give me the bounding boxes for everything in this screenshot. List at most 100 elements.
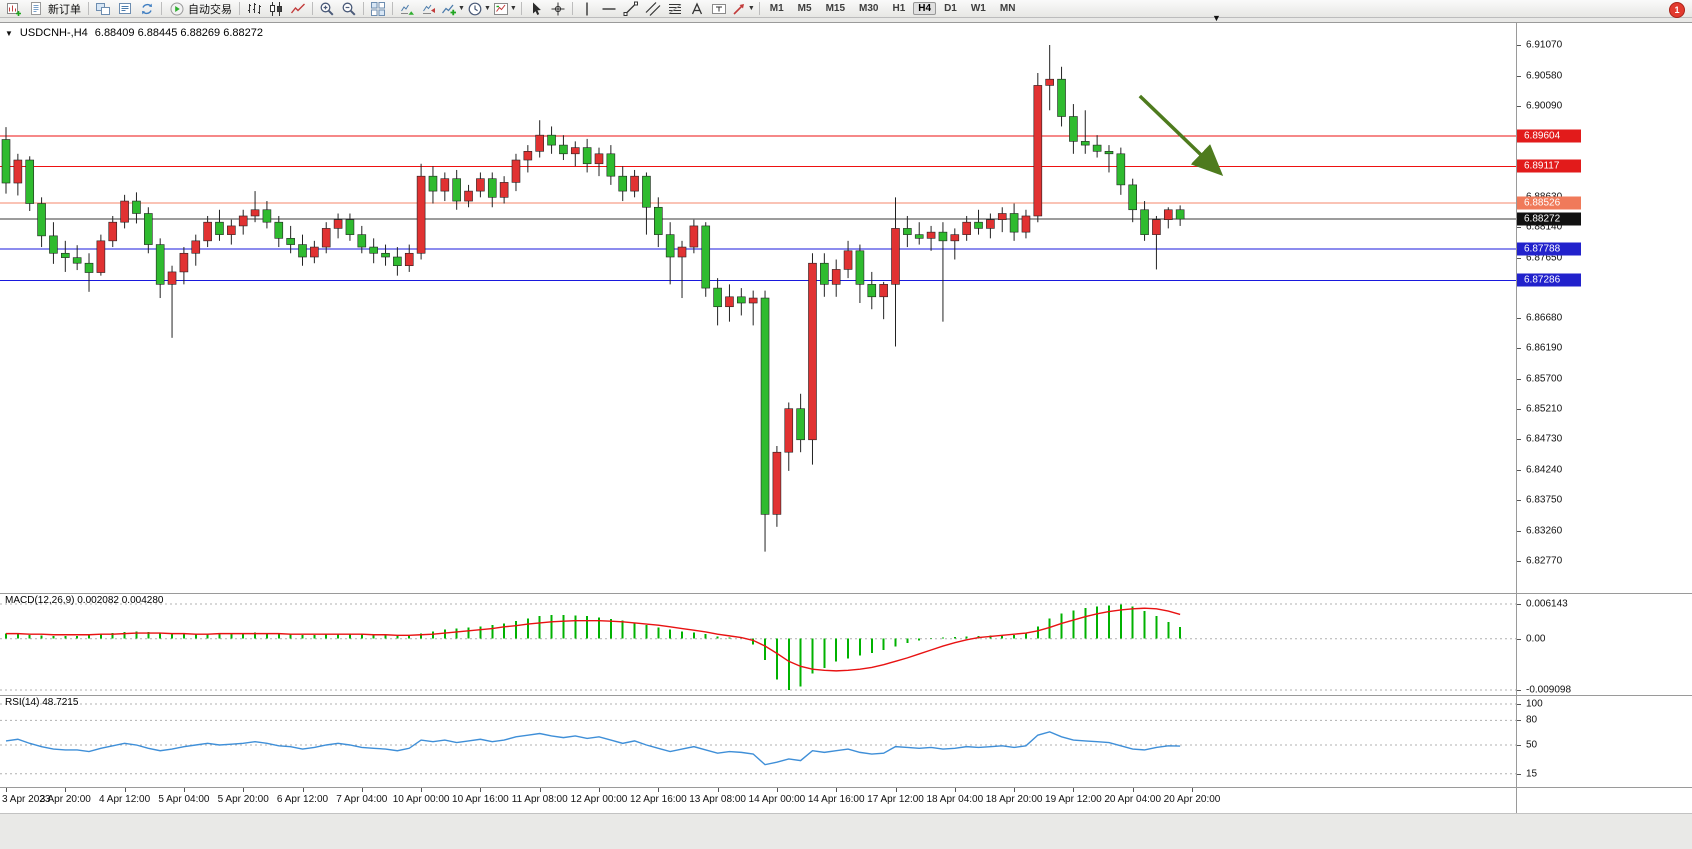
time-tick	[124, 788, 126, 792]
text-icon	[689, 1, 705, 17]
refresh-icon	[139, 1, 155, 17]
rsi-panel[interactable]: RSI(14) 48.7215	[0, 695, 1516, 787]
price-tag: 6.87286	[1517, 273, 1581, 287]
timeframe-button-m5[interactable]: M5	[797, 3, 812, 14]
time-tick	[658, 788, 660, 792]
profiles-icon	[95, 1, 111, 17]
add-indicator-icon[interactable]: ▼	[440, 1, 466, 17]
axis-tick	[1517, 604, 1521, 605]
candlestick-icon[interactable]	[265, 1, 287, 17]
axis-tick	[1517, 317, 1521, 319]
time-tick	[361, 788, 363, 792]
crosshair-icon[interactable]	[547, 1, 569, 17]
price-axis[interactable]: 6.910706.905806.900906.886306.881406.876…	[1516, 23, 1692, 813]
autotrade-button[interactable]: 自动交易	[165, 1, 236, 17]
chart-bar-dropdown-icon[interactable]: ▼	[1212, 13, 1221, 23]
channel-icon[interactable]	[642, 1, 664, 17]
timeframe-button-w1[interactable]: W1	[970, 3, 986, 14]
time-tick	[302, 788, 304, 792]
zoom-out-icon[interactable]	[338, 1, 360, 17]
order-form-icon	[29, 1, 45, 17]
time-tick	[183, 788, 185, 792]
label-icon[interactable]	[708, 1, 730, 17]
tile-windows-icon[interactable]	[367, 1, 389, 17]
market-watch-icon[interactable]	[114, 1, 136, 17]
dropdown-caret-icon: ▼	[509, 5, 517, 12]
price-axis-label: 6.86680	[1526, 312, 1563, 324]
rsi-axis-label: 50	[1526, 739, 1538, 751]
vertical-line-icon[interactable]	[576, 1, 598, 17]
zoom-in-icon	[319, 1, 335, 17]
new-chart-icon[interactable]	[3, 1, 25, 17]
arrows-icon	[731, 1, 747, 17]
notification-badge[interactable]: 1	[1669, 2, 1685, 18]
horizontal-line-icon	[601, 1, 617, 17]
price-axis-label: 6.87650	[1526, 252, 1563, 264]
refresh-icon[interactable]	[136, 1, 158, 17]
axis-tick	[1517, 75, 1521, 77]
time-tick	[1192, 788, 1193, 792]
toolbar-separator	[363, 2, 364, 15]
time-tick	[599, 788, 600, 792]
timeframe-button-m1[interactable]: M1	[769, 3, 784, 14]
time-tick	[1132, 788, 1134, 792]
axis-tick	[1517, 638, 1521, 640]
zoom-in-icon[interactable]	[316, 1, 338, 17]
symbol-period-label: USDCNH-,H4	[19, 27, 88, 39]
cursor-icon	[528, 1, 544, 17]
fibonacci-icon[interactable]	[664, 1, 686, 17]
text-icon[interactable]	[686, 1, 708, 17]
toolbar-separator	[571, 2, 573, 15]
timeframe-button-m15[interactable]: M15	[825, 3, 846, 14]
time-axis-label: 20 Apr 20:00	[1163, 794, 1221, 805]
time-axis[interactable]: 3 Apr 2023 3 Apr 20:00 4 Apr 12:00 5 Apr 04…	[0, 787, 1516, 813]
price-tag: 6.88272	[1517, 212, 1581, 226]
autotrade-play-icon	[169, 1, 185, 17]
rsi-label: RSI(14) 48.7215	[5, 697, 79, 708]
line-chart-icon[interactable]	[287, 1, 309, 17]
template-icon[interactable]: ▼	[492, 1, 518, 17]
time-axis-label: 4 Apr 12:00	[99, 794, 151, 805]
trendline-icon[interactable]	[620, 1, 642, 17]
profiles-icon[interactable]	[92, 1, 114, 17]
axis-tick	[1517, 720, 1521, 722]
macd-axis-label: 0.006143	[1526, 598, 1568, 610]
macd-panel[interactable]: MACD(12,26,9) 0.002082 0.004280	[0, 593, 1516, 695]
time-axis-label: 3 Apr 2023	[2, 794, 51, 805]
new-order-button[interactable]: 新订单	[25, 1, 85, 17]
price-axis-label: 6.83750	[1526, 494, 1563, 506]
timeframe-button-h4[interactable]: H4	[913, 2, 937, 15]
time-tick	[6, 788, 7, 792]
panel-separator[interactable]	[0, 695, 1692, 696]
time-tick	[895, 788, 897, 792]
arrows-icon[interactable]: ▼	[730, 1, 756, 17]
timeframe-button-m30[interactable]: M30	[859, 3, 879, 14]
horizontal-line-icon[interactable]	[598, 1, 620, 17]
one-click-trading-icon[interactable]: ▼	[5, 28, 13, 38]
auto-scroll-icon[interactable]	[396, 1, 418, 17]
time-axis-label: 7 Apr 04:00	[336, 794, 388, 805]
axis-tick	[1517, 348, 1521, 350]
macd-signal-line	[6, 607, 1181, 672]
time-axis-label: 13 Apr 08:00	[689, 794, 746, 805]
add-indicator-icon	[441, 1, 457, 17]
time-axis-label: 17 Apr 12:00	[867, 794, 924, 805]
trend-arrow-annotation[interactable]	[1138, 94, 1224, 177]
new-chart-icon	[6, 1, 22, 17]
timeframe-button-d1[interactable]: D1	[944, 3, 957, 14]
period-icon	[467, 1, 483, 17]
panel-separator[interactable]	[0, 593, 1692, 594]
timeframe-button-mn[interactable]: MN	[999, 3, 1016, 14]
time-axis-label: 12 Apr 00:00	[570, 794, 628, 805]
chart-title-overlay: ▼ USDCNH-,H4 6.88409 6.88445 6.88269 6.8…	[5, 27, 263, 39]
axis-tick	[1517, 500, 1521, 502]
period-icon[interactable]: ▼	[466, 1, 492, 17]
timeframe-button-h1[interactable]: H1	[892, 3, 906, 14]
price-tag: 6.89604	[1517, 129, 1581, 143]
axis-tick	[1517, 378, 1521, 380]
cursor-icon[interactable]	[525, 1, 547, 17]
bar-chart-icon[interactable]	[243, 1, 265, 17]
candlestick-icon	[268, 1, 284, 17]
chart-shift-icon[interactable]	[418, 1, 440, 17]
main-chart-panel[interactable]: ▼ USDCNH-,H4 6.88409 6.88445 6.88269 6.8…	[0, 23, 1516, 593]
